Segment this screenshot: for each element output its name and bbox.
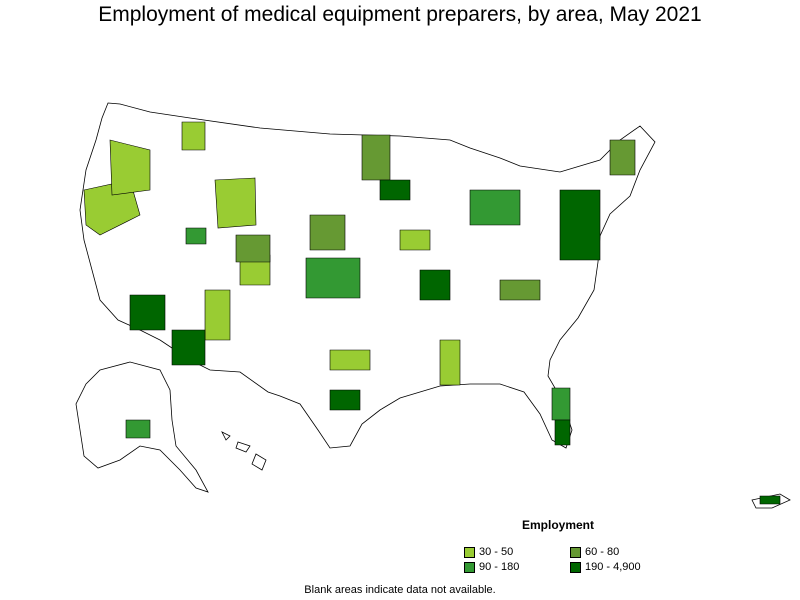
area-shading (499, 279, 541, 301)
state-outlines (75, 102, 791, 509)
hawaii-outline (221, 431, 267, 471)
legend-label: 30 - 50 (479, 546, 514, 558)
area-shading (235, 234, 271, 263)
legend-label: 190 - 4,900 (585, 561, 641, 573)
area-shading (439, 339, 461, 386)
area-shading (551, 387, 571, 421)
area-shading (329, 389, 361, 411)
area-shading (109, 139, 151, 196)
legend-label: 60 - 80 (585, 546, 620, 558)
area-shading (305, 257, 361, 299)
area-shading (309, 214, 346, 251)
legend-swatch (464, 546, 475, 558)
area-shading (204, 289, 231, 341)
area-shading (759, 495, 781, 505)
legend-label: 90 - 180 (479, 561, 520, 573)
area-shading (554, 419, 571, 446)
legend-item: 30 - 50 (464, 546, 513, 558)
legend-swatch (570, 561, 581, 573)
legend-item: 60 - 80 (570, 546, 619, 558)
area-shading (361, 134, 391, 181)
employment-areas (83, 121, 781, 505)
legend-swatch (464, 561, 475, 573)
area-shading (609, 139, 636, 176)
area-shading (214, 177, 257, 229)
legend-item: 190 - 4,900 (570, 561, 641, 573)
area-shading (329, 349, 371, 371)
area-shading (469, 189, 521, 226)
legend-title: Employment (522, 518, 595, 532)
area-shading (379, 179, 411, 201)
area-shading (129, 294, 166, 331)
area-shading (181, 121, 206, 151)
area-shading (559, 189, 601, 261)
footnote: Blank areas indicate data not available. (304, 584, 496, 596)
area-shading (171, 329, 206, 366)
map-title: Employment of medical equipment preparer… (98, 3, 702, 26)
area-shading (419, 269, 451, 301)
area-shading (125, 419, 151, 439)
legend-swatch (570, 546, 581, 558)
area-shading (399, 229, 431, 251)
legend-item: 90 - 180 (464, 561, 519, 573)
area-shading (185, 227, 207, 245)
